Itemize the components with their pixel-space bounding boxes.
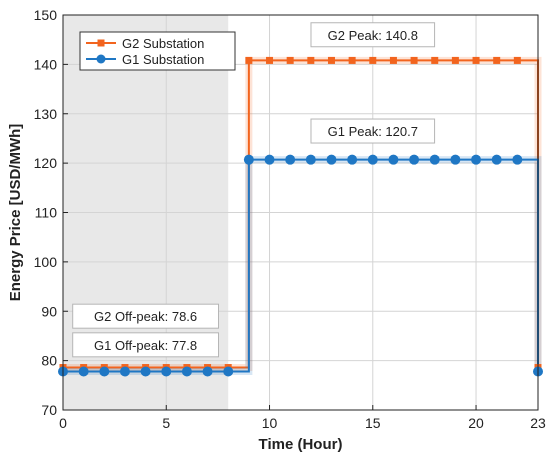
g1-substation-point xyxy=(491,154,502,165)
g2-substation-point xyxy=(327,56,335,64)
y-tick-label: 70 xyxy=(41,402,57,418)
annotation-box: G2 Peak: 140.8 xyxy=(310,22,436,48)
g2-substation-point xyxy=(451,56,459,64)
g2-substation-point xyxy=(245,56,253,64)
annotation-text: G2 Peak: 140.8 xyxy=(328,28,418,43)
annotation-text: G2 Off-peak: 78.6 xyxy=(94,309,197,324)
g2-substation-point xyxy=(266,56,274,64)
g1-substation-point xyxy=(78,366,89,377)
g1-substation-point xyxy=(285,154,296,165)
g1-substation-point xyxy=(264,154,275,165)
g2-substation-point xyxy=(389,56,397,64)
g1-substation-point xyxy=(429,154,440,165)
legend-label: G2 Substation xyxy=(122,36,204,51)
annotation-border xyxy=(72,332,220,358)
y-tick-label: 90 xyxy=(41,303,57,319)
y-tick-label: 110 xyxy=(35,205,58,221)
g1-substation-point xyxy=(119,366,130,377)
annotation-box: G1 Peak: 120.7 xyxy=(310,118,436,144)
g1-substation-point xyxy=(243,154,254,165)
x-tick-label: 10 xyxy=(262,415,278,431)
g1-substation-point xyxy=(305,154,316,165)
g1-substation-point xyxy=(409,154,420,165)
annotation-border xyxy=(310,118,436,144)
y-tick-label: 140 xyxy=(34,56,58,72)
legend-entry: G2 Substation xyxy=(86,36,204,51)
g1-substation-point xyxy=(450,154,461,165)
g2-substation-point xyxy=(472,56,480,64)
g2-substation-point xyxy=(513,56,521,64)
annotation-border xyxy=(72,303,220,329)
annotation-text: G1 Peak: 120.7 xyxy=(328,124,418,139)
legend-label: G1 Substation xyxy=(122,52,204,67)
legend-box xyxy=(79,31,236,71)
y-tick-label: 80 xyxy=(41,353,57,369)
g2-substation-point xyxy=(286,56,294,64)
g2-substation-point xyxy=(369,56,377,64)
x-tick-label: 23 xyxy=(530,415,546,431)
g1-substation-point xyxy=(512,154,523,165)
g2-substation-point xyxy=(307,56,315,64)
y-tick-label: 130 xyxy=(34,106,58,122)
g2-substation-point xyxy=(431,56,439,64)
g1-substation-point xyxy=(161,366,172,377)
annotation-box: G2 Off-peak: 78.6 xyxy=(72,303,220,329)
annotation-border xyxy=(310,22,436,48)
g1-substation-point xyxy=(99,366,110,377)
g2-substation-point xyxy=(410,56,418,64)
g1-substation-point xyxy=(181,366,192,377)
g1-substation-point xyxy=(223,366,234,377)
g1-substation-point xyxy=(347,154,358,165)
x-tick-label: 0 xyxy=(59,415,67,431)
g1-substation-point xyxy=(388,154,399,165)
y-tick-label: 100 xyxy=(34,254,58,270)
x-tick-label: 20 xyxy=(468,415,484,431)
legend-marker xyxy=(96,54,106,64)
axis-ticks: 0 5 10 15 20 23 70 80 90 100 110 120 130 140 150 xyxy=(34,7,546,431)
annotation-text: G1 Off-peak: 77.8 xyxy=(94,338,197,353)
legend-marker xyxy=(97,39,105,47)
x-axis-label: Time (Hour) xyxy=(259,436,343,453)
g2-substation-point xyxy=(493,56,501,64)
annotations-layer: G2 Peak: 140.8 G1 Peak: 120.7 G2 Off-peak:… xyxy=(72,22,436,358)
g1-substation-point xyxy=(471,154,482,165)
g1-substation-point xyxy=(140,366,151,377)
g1-substation-point xyxy=(367,154,378,165)
g1-substation-point xyxy=(202,366,213,377)
y-tick-label: 150 xyxy=(34,7,58,23)
g1-substation-point xyxy=(326,154,337,165)
y-axis-label: Energy Price [USD/MWh] xyxy=(7,124,24,302)
x-tick-label: 15 xyxy=(365,415,381,431)
series-layer xyxy=(58,56,543,377)
g2-substation-point xyxy=(348,56,356,64)
y-tick-label: 120 xyxy=(34,155,58,171)
legend-entry: G1 Substation xyxy=(86,52,204,67)
annotation-box: G1 Off-peak: 77.8 xyxy=(72,332,220,358)
x-tick-label: 5 xyxy=(162,415,170,431)
